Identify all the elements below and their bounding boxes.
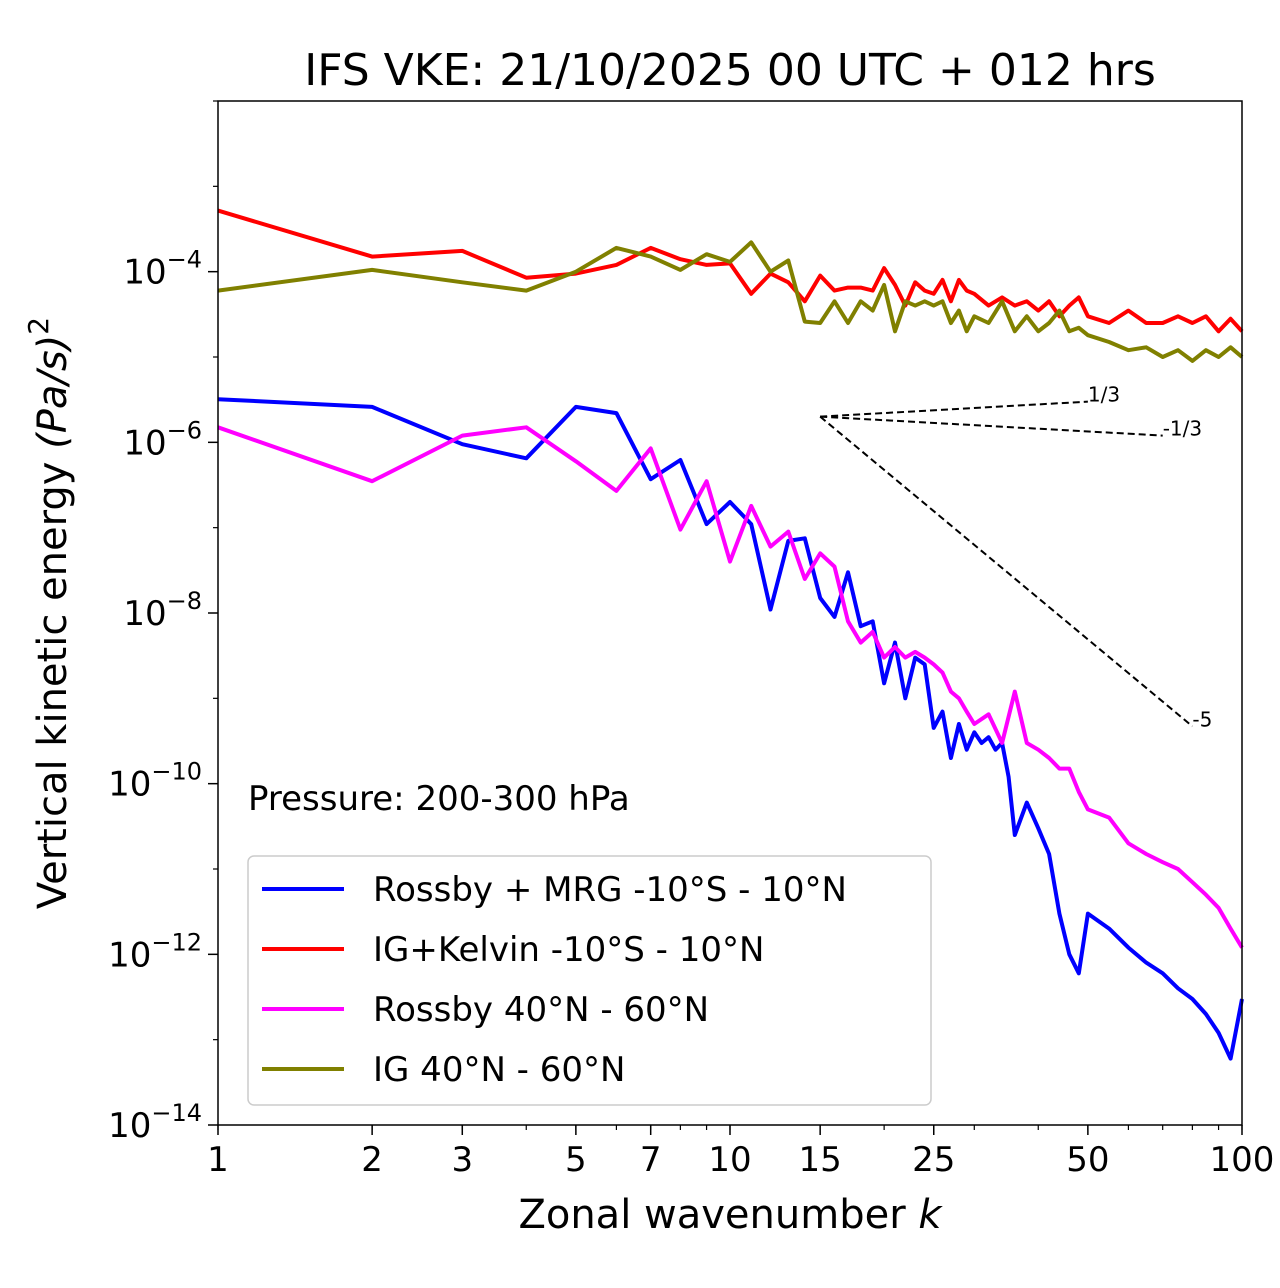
- reference-lines-layer: 1/3 -1/3 -5: [819, 383, 1212, 731]
- y-tick-label: 10−12: [108, 928, 202, 975]
- x-tick-label: 50: [1066, 1140, 1109, 1180]
- legend-entries: Rossby + MRG -10°S - 10°N IG+Kelvin -10°S…: [262, 870, 847, 1090]
- x-tick-label: 3: [451, 1140, 473, 1180]
- x-tick-label: 25: [912, 1140, 955, 1180]
- y-tick-label: 10−8: [123, 587, 202, 634]
- y-axis-label: Vertical kinetic energy (Pa/s)2: [22, 317, 76, 909]
- y-tick-label: 10−6: [123, 416, 202, 463]
- x-tick-label: 15: [799, 1140, 842, 1180]
- reference-label-2: -1/3: [1163, 417, 1202, 441]
- x-axis-label: Zonal wavenumber k: [518, 1192, 943, 1238]
- y-tick-label: 10−4: [123, 246, 202, 293]
- reference-line-3: [819, 415, 1194, 728]
- legend: Rossby + MRG -10°S - 10°N IG+Kelvin -10°S…: [247, 855, 932, 1106]
- legend-label-ig-kelvin-10-s-10-n: IG+Kelvin -10°S - 10°N: [373, 930, 764, 970]
- series-line-rossby-mrg-10-s-10-n: [217, 397, 1244, 1061]
- reference-label-3: -5: [1192, 707, 1212, 731]
- chart-title: IFS VKE: 21/10/2025 00 UTC + 012 hrs: [304, 45, 1156, 96]
- legend-label-rossby-40-n-60-n: Rossby 40°N - 60°N: [373, 990, 709, 1030]
- legend-box: [247, 855, 932, 1106]
- reference-line-1: [820, 400, 1088, 418]
- y-axis-ticks: 10−4 10−6 10−8 10−10 10−12 10−14: [108, 100, 218, 1146]
- x-axis-ticks: 1 2 3 5 7 10 15 25 50 100: [207, 1125, 1274, 1180]
- series-layer: [217, 208, 1244, 1061]
- x-tick-label: 10: [708, 1140, 751, 1180]
- y-tick-label: 10−10: [108, 758, 202, 805]
- series-line-ig-kelvin-10-s-10-n: [217, 208, 1244, 334]
- x-tick-label: 100: [1210, 1140, 1275, 1180]
- pressure-annotation: Pressure: 200-300 hPa: [248, 779, 630, 819]
- x-tick-label: 7: [640, 1140, 662, 1180]
- legend-label-rossby-mrg-10-s-10-n: Rossby + MRG -10°S - 10°N: [373, 870, 847, 910]
- x-tick-label: 1: [207, 1140, 229, 1180]
- reference-line-2: [820, 415, 1163, 437]
- series-line-rossby-40-n-60-n: [217, 425, 1244, 949]
- x-tick-label: 5: [565, 1140, 587, 1180]
- x-tick-label: 2: [361, 1140, 383, 1180]
- reference-label-1: 1/3: [1088, 383, 1120, 407]
- series-line-ig-40-n-60-n: [217, 240, 1244, 363]
- y-tick-label: 10−14: [108, 1099, 202, 1146]
- legend-label-ig-40-n-60-n: IG 40°N - 60°N: [373, 1050, 625, 1090]
